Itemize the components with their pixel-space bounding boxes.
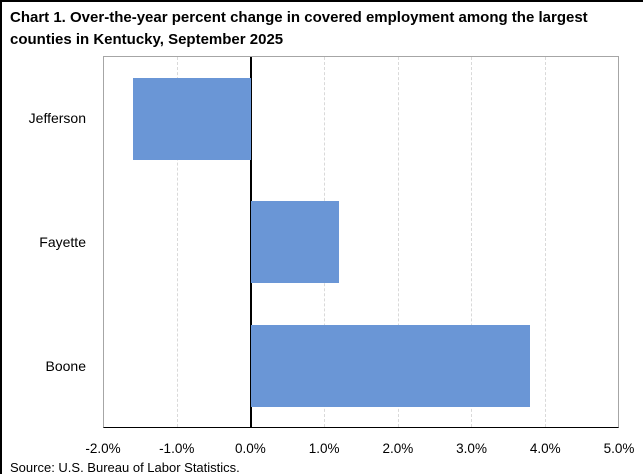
gridline bbox=[471, 57, 473, 427]
bar-fayette bbox=[250, 201, 339, 284]
xtick-label: -2.0% bbox=[85, 441, 121, 456]
xtick-label: 4.0% bbox=[529, 441, 561, 456]
xtick-label: -1.0% bbox=[159, 441, 195, 456]
plot-area bbox=[103, 56, 619, 428]
category-label-boone: Boone bbox=[45, 358, 86, 374]
value-axis: -2.0% -1.0% 0.0% 1.0% 2.0% 3.0% 4.0% 5.0% bbox=[85, 441, 634, 458]
category-label-jefferson: Jefferson bbox=[28, 110, 86, 126]
chart-title: Chart 1. Over-the-year percent change in… bbox=[10, 9, 588, 48]
xtick-label: 1.0% bbox=[308, 441, 340, 456]
bar-boone bbox=[250, 324, 530, 407]
category-label-fayette: Fayette bbox=[39, 234, 86, 250]
gridline bbox=[397, 57, 399, 427]
xtick-label: 2.0% bbox=[382, 441, 414, 456]
xtick-label: 0.0% bbox=[235, 441, 266, 456]
xtick-label: 5.0% bbox=[603, 441, 635, 456]
xtick-label: 3.0% bbox=[456, 441, 487, 456]
gridline bbox=[177, 57, 179, 427]
category-axis: Jefferson Fayette Boone bbox=[2, 56, 86, 428]
bar-jefferson bbox=[133, 77, 251, 160]
gridline bbox=[544, 57, 546, 427]
source-note: Source: U.S. Bureau of Labor Statistics. bbox=[10, 460, 240, 474]
